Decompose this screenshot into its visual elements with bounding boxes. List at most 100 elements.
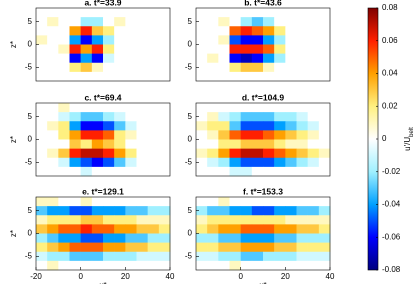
heatmap-cell: [318, 197, 331, 207]
heatmap-cell: [69, 242, 81, 253]
heatmap-cell: [251, 215, 264, 225]
heatmap-cell: [251, 206, 264, 216]
heatmap-cell: [69, 251, 81, 262]
heatmap-cell: [307, 35, 320, 45]
heatmap-cell: [218, 121, 230, 131]
heatmap-cell: [251, 17, 264, 27]
heatmap-cell: [307, 206, 320, 216]
heatmap-cell: [91, 17, 104, 27]
heatmap-cell: [36, 53, 48, 64]
heatmap-cell: [263, 35, 275, 45]
heatmap-cell: [229, 112, 241, 122]
heatmap-cell: [307, 44, 320, 54]
heatmap-cell: [229, 148, 241, 159]
heatmap-cell: [147, 166, 160, 177]
heatmap-cell: [318, 17, 331, 27]
heatmap-cell: [285, 148, 297, 159]
heatmap-cell: [251, 103, 264, 113]
heatmap-cell: [229, 251, 241, 262]
heatmap-cell: [296, 103, 308, 113]
heatmap-cell: [80, 166, 93, 177]
heatmap-cell: [125, 148, 137, 159]
heatmap-cell: [207, 71, 219, 82]
heatmap-cell: [91, 197, 104, 207]
heatmap-cell: [125, 233, 137, 243]
heatmap-cell: [47, 44, 59, 54]
x-tick-label: 20: [121, 272, 130, 281]
heatmap-cell: [274, 166, 286, 177]
heatmap-cell: [103, 44, 115, 54]
heatmap-cell: [69, 206, 81, 216]
heatmap-cell: [296, 44, 308, 54]
heatmap-cell: [318, 233, 331, 243]
heatmap-cell: [80, 251, 93, 262]
heatmap-cell: [47, 215, 59, 225]
heatmap-cell: [274, 62, 286, 73]
heatmap-cell: [263, 251, 275, 262]
heatmap-cell: [207, 148, 219, 159]
heatmap-cell: [158, 197, 171, 207]
heatmap-cell: [196, 53, 208, 64]
heatmap-cell: [91, 121, 104, 131]
heatmap-cell: [218, 44, 230, 54]
heatmap-cell: [80, 197, 93, 207]
heatmap-cell: [218, 17, 230, 27]
heatmap-cell: [318, 62, 331, 73]
heatmap-cell: [69, 26, 81, 36]
heatmap-cell: [69, 215, 81, 225]
heatmap-cell: [36, 148, 48, 159]
heatmap-cell: [103, 53, 115, 64]
heatmap-cell: [207, 215, 219, 225]
heatmap-cell: [285, 17, 297, 27]
heatmap-cell: [240, 44, 253, 54]
heatmap-cell: [207, 206, 219, 216]
heatmap-cell: [103, 121, 115, 131]
heatmap-cell: [58, 157, 70, 168]
heatmap-cell: [58, 251, 70, 262]
heatmap-cell: [125, 139, 137, 149]
heatmap-cell: [91, 242, 104, 253]
heatmap-cell: [125, 166, 137, 177]
heatmap-cell: [58, 53, 70, 64]
heatmap-cell: [69, 71, 81, 82]
heatmap-cell: [58, 260, 70, 271]
heatmap-cell: [69, 17, 81, 27]
heatmap-cell: [114, 148, 126, 159]
heatmap-cell: [218, 260, 230, 271]
heatmap-cell: [80, 121, 93, 131]
heatmap-cell: [285, 130, 297, 140]
heatmap-cell: [58, 35, 70, 45]
heatmap-cell: [263, 139, 275, 149]
heatmap-cell: [91, 260, 104, 271]
heatmap-cell: [229, 233, 241, 243]
heatmap-cell: [240, 71, 253, 82]
heatmap-cell: [114, 103, 126, 113]
heatmap-cell: [296, 112, 308, 122]
heatmap-cell: [318, 130, 331, 140]
heatmap-cell: [196, 148, 208, 159]
x-tick-label: 20: [281, 272, 290, 281]
heatmap-cell: [285, 121, 297, 131]
heatmap-cell: [263, 112, 275, 122]
heatmap-cell: [229, 44, 241, 54]
heatmap-cell: [251, 139, 264, 149]
heatmap-cell: [307, 224, 320, 234]
heatmap-cell: [251, 251, 264, 262]
heatmap-cell: [47, 242, 59, 253]
heatmap-cell: [196, 103, 208, 113]
heatmap-cell: [91, 35, 104, 45]
heatmap-cell: [103, 130, 115, 140]
heatmap-cell: [36, 121, 48, 131]
heatmap-cell: [196, 26, 208, 36]
heatmap-cell: [296, 130, 308, 140]
heatmap-cell: [229, 130, 241, 140]
heatmap-cell: [229, 26, 241, 36]
heatmap-cell: [103, 157, 115, 168]
heatmap-cell: [69, 53, 81, 64]
heatmap-cell: [207, 103, 219, 113]
heatmap-cell: [196, 233, 208, 243]
heatmap-cell: [240, 197, 253, 207]
heatmap-cell: [158, 8, 171, 18]
heatmap-cell: [125, 26, 137, 36]
heatmap-cell: [251, 130, 264, 140]
